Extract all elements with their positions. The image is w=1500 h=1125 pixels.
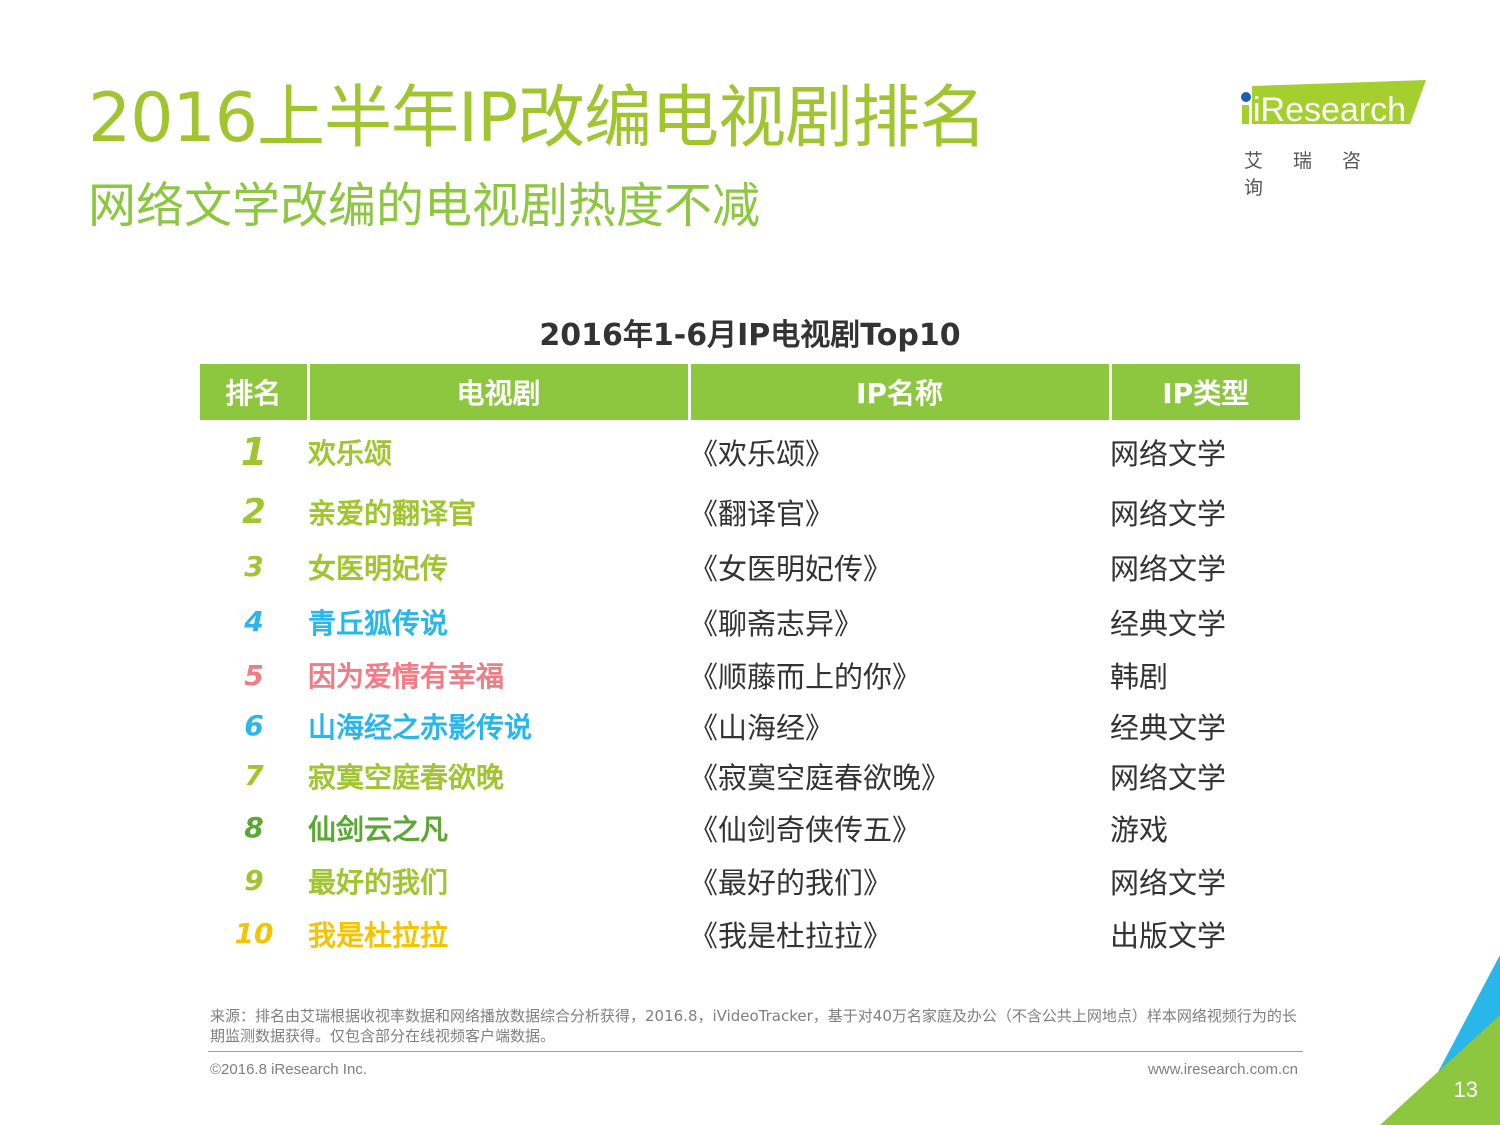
- iresearch-logo-mark: iResearch: [1241, 80, 1426, 129]
- table-header-row: 排名 电视剧 IP名称 IP类型: [200, 364, 1300, 420]
- ip-name: 《最好的我们》: [689, 865, 893, 900]
- ip-name: 《顺藤而上的你》: [689, 660, 922, 694]
- table-row: 7 寂寞空庭春欲晚 《寂寞空庭春欲晚》 网络文学: [200, 750, 1300, 801]
- show-title: 寂寞空庭春欲晚: [308, 760, 505, 794]
- table-row: 10 我是杜拉拉 《我是杜拉拉》 出版文学: [200, 907, 1300, 960]
- rank-number: 3: [244, 550, 264, 583]
- show-title: 最好的我们: [308, 865, 449, 899]
- rank-number: 8: [244, 811, 264, 844]
- ip-name: 《仙剑奇侠传五》: [689, 812, 922, 847]
- header-ip-type: IP类型: [1108, 364, 1300, 420]
- iresearch-logo: iResearch 艾瑞咨询: [1236, 78, 1436, 199]
- header-rank: 排名: [200, 364, 308, 420]
- copyright: ©2016.8 iResearch Inc.: [210, 1061, 367, 1078]
- ip-type: 韩剧: [1110, 660, 1169, 694]
- page-number: 13: [1453, 1077, 1478, 1102]
- page-subtitle: 网络文学改编的电视剧热度不减: [88, 178, 761, 234]
- table-title: 2016年1-6月IP电视剧Top10: [539, 318, 961, 353]
- ip-type: 网络文学: [1110, 760, 1227, 795]
- ranking-table-body: 1 欢乐颂 《欢乐颂》 网络文学 2 亲爱的翻译官 《翻译官》 网络文学 3 女医明妃传 《女医明妃…: [200, 420, 1300, 960]
- ip-type: 经典文学: [1110, 710, 1227, 745]
- ip-type: 游戏: [1110, 812, 1169, 847]
- ip-name: 《寂寞空庭春欲晚》: [689, 760, 951, 795]
- table-row: 9 最好的我们 《最好的我们》 网络文学: [200, 854, 1300, 907]
- ip-type: 网络文学: [1110, 496, 1227, 531]
- ip-type: 经典文学: [1110, 606, 1227, 641]
- table-row: 5 因为爱情有幸福 《顺藤而上的你》 韩剧: [200, 649, 1300, 701]
- ip-name: 《我是杜拉拉》: [689, 918, 893, 953]
- rank-number: 10: [234, 917, 274, 950]
- header-show: 电视剧: [306, 364, 689, 420]
- rank-number: 6: [244, 709, 264, 742]
- show-title: 山海经之赤影传说: [308, 710, 533, 744]
- show-title: 亲爱的翻译官: [308, 496, 477, 530]
- page-title: 2016上半年IP改编电视剧排名: [88, 79, 987, 158]
- show-title: 女医明妃传: [308, 551, 449, 585]
- show-title: 仙剑云之凡: [308, 812, 449, 846]
- header-ip-name: IP名称: [687, 364, 1110, 420]
- show-title: 我是杜拉拉: [308, 918, 449, 952]
- ip-type: 出版文学: [1110, 918, 1227, 953]
- rank-number: 1: [240, 430, 268, 474]
- website-url: www.iresearch.com.cn: [1147, 1061, 1298, 1078]
- rank-number: 9: [244, 864, 264, 897]
- ip-name: 《聊斋志异》: [689, 606, 864, 641]
- corner-decoration: [1380, 955, 1500, 1125]
- table-row: 8 仙剑云之凡 《仙剑奇侠传五》 游戏: [200, 801, 1300, 854]
- rank-number: 2: [242, 491, 266, 532]
- ip-type: 网络文学: [1110, 551, 1227, 586]
- ip-type: 网络文学: [1110, 437, 1227, 471]
- show-title: 因为爱情有幸福: [308, 660, 505, 693]
- footer-divider: [208, 1051, 1303, 1052]
- table-row: 1 欢乐颂 《欢乐颂》 网络文学: [200, 420, 1300, 484]
- rank-number: 7: [244, 759, 264, 792]
- show-title: 青丘狐传说: [308, 606, 449, 640]
- ranking-table: 排名 电视剧 IP名称 IP类型 1 欢乐颂 《欢乐颂》 网络文学 2 亲爱的翻译官 《翻译…: [200, 364, 1300, 960]
- ip-name: 《女医明妃传》: [689, 551, 893, 586]
- table-row: 6 山海经之赤影传说 《山海经》 经典文学: [200, 701, 1300, 750]
- source-note: 来源：排名由艾瑞根据收视率数据和网络播放数据综合分析获得，2016.8，iVid…: [210, 1007, 1297, 1045]
- rank-number: 5: [244, 658, 264, 692]
- logo-wordmark: iResearch: [1253, 91, 1406, 129]
- table-row: 4 青丘狐传说 《聊斋志异》 经典文学: [200, 594, 1300, 649]
- ip-name: 《山海经》: [689, 710, 835, 745]
- table-row: 3 女医明妃传 《女医明妃传》 网络文学: [200, 539, 1300, 594]
- show-title: 欢乐颂: [308, 437, 393, 470]
- ip-name: 《欢乐颂》: [689, 437, 835, 471]
- rank-number: 4: [244, 605, 264, 638]
- ip-type: 网络文学: [1110, 865, 1227, 900]
- logo-chinese-name: 艾瑞咨询: [1244, 150, 1392, 199]
- table-row: 2 亲爱的翻译官 《翻译官》 网络文学: [200, 484, 1300, 539]
- ip-name: 《翻译官》: [689, 496, 835, 531]
